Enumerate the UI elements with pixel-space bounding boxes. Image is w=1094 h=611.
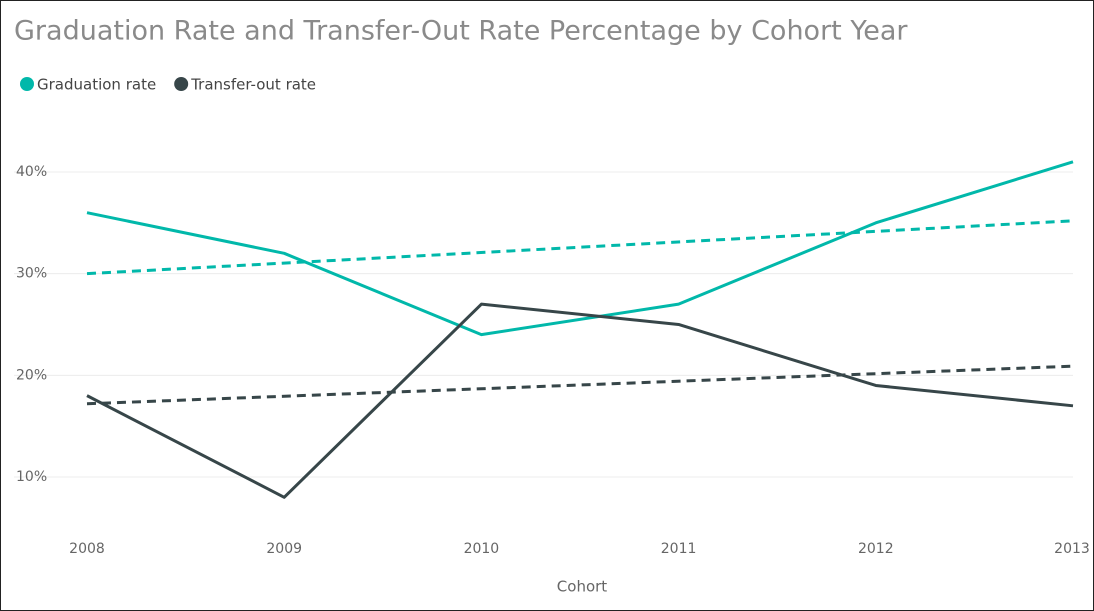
legend-label: Graduation rate — [37, 76, 156, 94]
x-tick-label: 2013 — [1054, 541, 1090, 557]
series-line — [86, 160, 1074, 337]
chart-title: Graduation Rate and Transfer-Out Rate Pe… — [14, 16, 908, 47]
x-tick-label: 2011 — [661, 541, 697, 557]
y-tick-label: 30% — [16, 266, 47, 282]
legend-label: Transfer-out rate — [190, 76, 316, 94]
x-tick-label: 2012 — [858, 541, 894, 557]
x-tick-label: 2010 — [464, 541, 500, 557]
y-tick-label: 40% — [16, 164, 47, 180]
series-line — [86, 302, 1074, 499]
y-tick-label: 10% — [16, 469, 47, 485]
legend-swatch — [174, 77, 189, 91]
x-axis-title: Cohort — [557, 578, 608, 596]
x-tick-label: 2009 — [266, 541, 302, 557]
x-tick-label: 2008 — [69, 541, 105, 557]
y-tick-label: 20% — [16, 367, 47, 383]
legend-swatch — [20, 77, 34, 91]
